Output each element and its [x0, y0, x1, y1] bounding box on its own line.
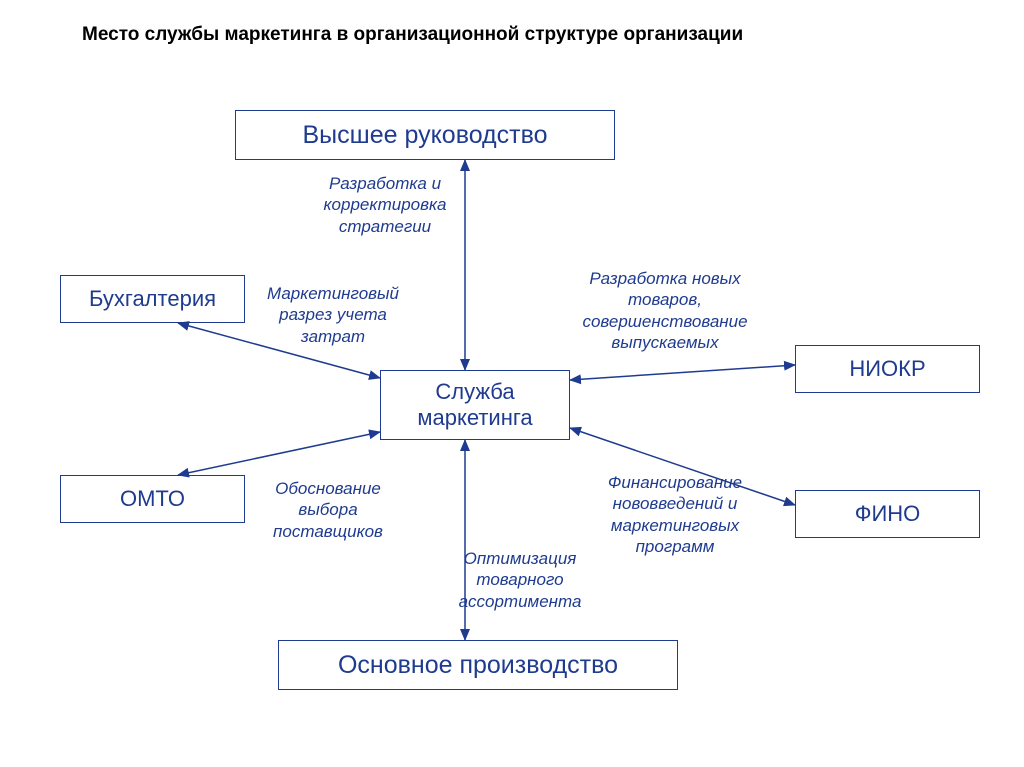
- node-top: Высшее руководство: [235, 110, 615, 160]
- node-fino: ФИНО: [795, 490, 980, 538]
- edge-label-finance: Финансирование нововведений и маркетинго…: [575, 472, 775, 557]
- node-omto-label: ОМТО: [120, 486, 185, 512]
- node-acc: Бухгалтерия: [60, 275, 245, 323]
- edge-label-accounting: Маркетинговый разрез учета затрат: [253, 283, 413, 347]
- node-acc-label: Бухгалтерия: [89, 286, 216, 312]
- node-prod-label: Основное производство: [338, 651, 618, 680]
- node-niokr: НИОКР: [795, 345, 980, 393]
- node-prod: Основное производство: [278, 640, 678, 690]
- node-fino-label: ФИНО: [855, 501, 921, 527]
- edge-label-strategy: Разработка и корректировка стратегии: [290, 173, 480, 237]
- node-niokr-label: НИОКР: [849, 356, 925, 382]
- node-top-label: Высшее руководство: [303, 121, 548, 150]
- node-center: Служба маркетинга: [380, 370, 570, 440]
- edge-label-assort: Оптимизация товарного ассортимента: [440, 548, 600, 612]
- node-center-label: Служба маркетинга: [381, 379, 569, 431]
- node-omto: ОМТО: [60, 475, 245, 523]
- page-title: Место службы маркетинга в организационно…: [82, 24, 942, 46]
- edge-label-products: Разработка новых товаров, совершенствова…: [555, 268, 775, 353]
- edge-label-suppliers: Обоснование выбора поставщиков: [253, 478, 403, 542]
